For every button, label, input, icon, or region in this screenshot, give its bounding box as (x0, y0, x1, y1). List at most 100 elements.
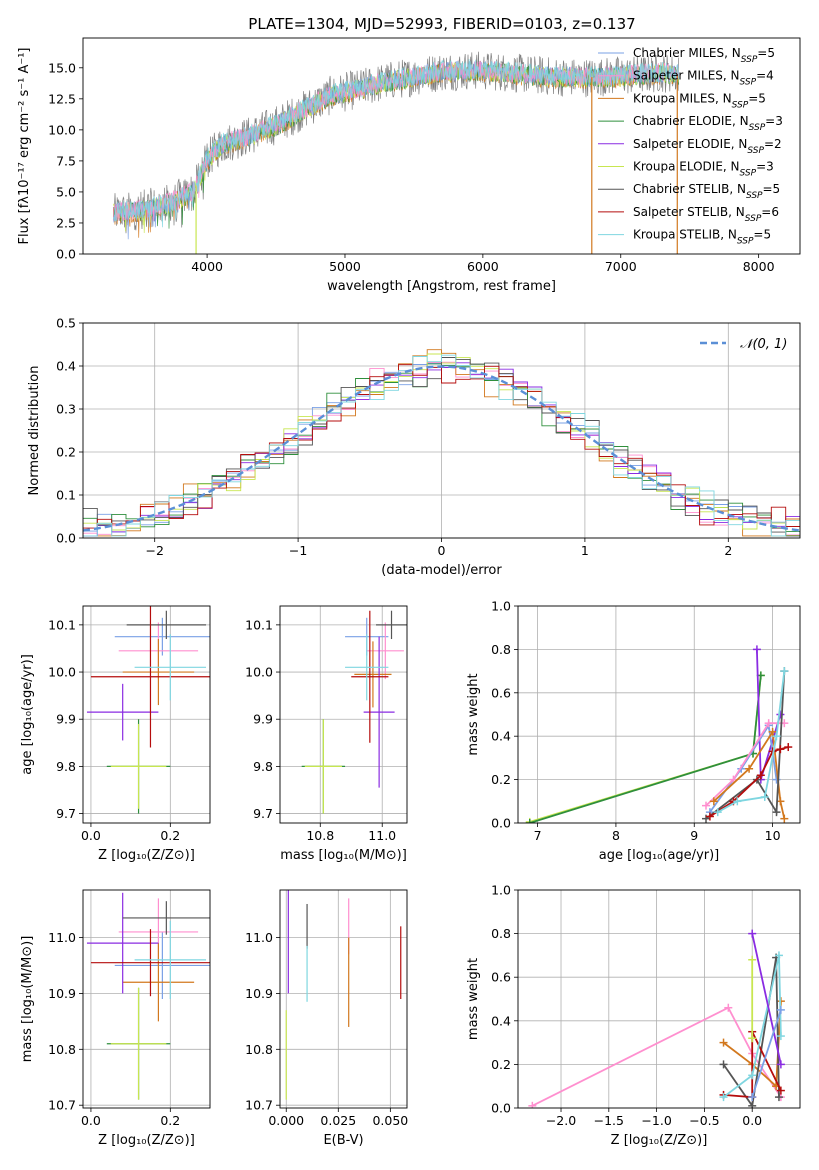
legend-label: Salpeter MILES, NSSP=4 (633, 69, 774, 88)
x-tick-label: 0.0 (81, 1113, 101, 1128)
y-tick-label: 9.9 (253, 712, 273, 727)
x-tick-label: 7000 (605, 259, 637, 274)
x-tick-label: 2 (724, 543, 732, 558)
model-spectrum-line (112, 60, 680, 226)
axes-frame (82, 605, 211, 824)
axes-frame (517, 605, 801, 824)
y-tick-label: 0.0 (491, 1101, 511, 1116)
x-tick-label: 0.0 (742, 1113, 762, 1128)
x-tick-label: −1.5 (594, 1113, 624, 1128)
legend-label: Chabrier STELIB, NSSP=5 (633, 182, 780, 201)
x-tick-label: 0.000 (268, 1113, 304, 1128)
x-tick-label: 11.0 (368, 828, 396, 843)
mass-weight-line (705, 671, 786, 820)
x-axis-label: E(B-V) (323, 1133, 363, 1148)
x-tick-label: 0 (438, 543, 446, 558)
y-tick-label: 9.8 (253, 759, 273, 774)
y-tick-label: 0.1 (56, 488, 76, 503)
x-tick-label: 0.2 (160, 1113, 180, 1128)
x-axis-label: wavelength [Angstrom, rest frame] (327, 279, 556, 294)
y-tick-label: 9.7 (56, 806, 76, 821)
y-tick-label: 10.9 (245, 986, 273, 1001)
mass-vs-extinction-panel: 0.000 0.025 0.050 10.7 10.8 10.9 11.0 E(B-V) (245, 889, 408, 1148)
model-spectrum-line (112, 59, 680, 228)
y-axis-label: age [log₁₀(age/yr)] (20, 654, 35, 775)
legend-label: 𝒩(0, 1) (740, 337, 787, 352)
mass-weight-line (529, 675, 762, 823)
y-tick-label: 0.5 (56, 316, 76, 331)
y-axis-label: mass weight (466, 673, 481, 755)
legend-label: Kroupa STELIB, NSSP=5 (633, 228, 771, 247)
model-spectrum-line (112, 63, 680, 238)
x-tick-label: 1 (581, 543, 589, 558)
y-axis-label: mass [log₁₀(M/M⊙)] (20, 936, 35, 1063)
y-tick-label: 0.2 (491, 772, 511, 787)
plot-area (525, 645, 793, 823)
x-tick-label: 0.025 (320, 1113, 356, 1128)
axes-frame (82, 37, 801, 255)
plot-area (86, 606, 210, 814)
x-axis-label: Z [log₁₀(Z/Z⊙)] (611, 1133, 708, 1148)
x-tick-label: 8000 (743, 259, 775, 274)
x-tick-label: 10.8 (306, 828, 334, 843)
plot-area (301, 610, 407, 814)
x-axis-label: (data-model)/error (381, 563, 502, 578)
y-tick-label: 10.0 (48, 665, 76, 680)
y-tick-label: 0.0 (56, 247, 76, 262)
x-tick-label: −1.0 (641, 1113, 671, 1128)
x-tick-label: 5000 (329, 259, 361, 274)
y-tick-label: 2.5 (56, 215, 76, 230)
y-tick-label: 11.0 (245, 930, 273, 945)
y-tick-label: 10.8 (245, 1042, 273, 1057)
y-tick-label: 0.8 (491, 642, 511, 657)
y-tick-label: 10.0 (245, 665, 273, 680)
legend-label: Kroupa ELODIE, NSSP=3 (633, 160, 774, 179)
x-tick-label: −2 (145, 543, 163, 558)
y-tick-label: 11.0 (48, 930, 76, 945)
y-tick-label: 0.6 (491, 685, 511, 700)
y-tick-label: 10.1 (48, 617, 76, 632)
mass-vs-metallicity-panel: 0.0 0.2 10.7 10.8 10.9 11.0 Z [log₁₀(Z/Z⊙)] mas… (20, 889, 211, 1148)
mass-weight-line (531, 1006, 782, 1107)
legend-label: Salpeter STELIB, NSSP=6 (633, 205, 779, 224)
legend-label: Kroupa MILES, NSSP=5 (633, 91, 766, 110)
y-tick-label: 7.5 (56, 153, 76, 168)
plot-area (112, 51, 680, 254)
figure-title: PLATE=1304, MJD=52993, FIBERID=0103, z=0… (248, 15, 635, 33)
y-tick-label: 0.6 (491, 970, 511, 985)
legend-label: Salpeter ELODIE, NSSP=2 (633, 137, 782, 156)
x-tick-label: −0.5 (689, 1113, 719, 1128)
spectrum-panel: 4000 5000 6000 7000 8000 0.0 2.5 5.0 7.5 10.0 12.5… (17, 37, 801, 294)
y-axis-label: Normed distribution (27, 366, 42, 496)
y-tick-label: 0.0 (56, 531, 76, 546)
y-tick-label: 0.8 (491, 926, 511, 941)
age-vs-metallicity-panel: 0.0 0.2 9.7 9.8 9.9 10.0 10.1 Z [log₁₀(Z/Z⊙)] ag… (20, 605, 211, 863)
mass-weight-vs-age-panel: 7 8 9 10 0.0 0.2 0.4 0.6 0.8 1.0 age [log₁₀(age/yr… (466, 599, 801, 863)
y-tick-label: 1.0 (491, 599, 511, 614)
y-axis-label: Flux [fλ10⁻¹⁷ erg cm⁻² s⁻¹ A⁻¹] (17, 48, 32, 245)
mass-weight-vs-metallicity-panel: −2.0 −1.5 −1.0 −0.5 0.0 0.0 0.2 0.4 0.6 0.8 1.0 Z [… (466, 883, 801, 1148)
x-tick-label: 8 (612, 828, 620, 843)
axes-frame (279, 889, 408, 1109)
plot-area (285, 890, 402, 1100)
y-tick-label: 10.9 (48, 986, 76, 1001)
x-tick-label: 7 (534, 828, 542, 843)
mass-weight-line (529, 675, 762, 823)
y-tick-label: 0.3 (56, 402, 76, 417)
x-axis-label: Z [log₁₀(Z/Z⊙)] (98, 848, 195, 863)
x-tick-label: 0.050 (372, 1113, 408, 1128)
mass-weight-line (751, 933, 782, 1065)
plot-area (86, 892, 210, 1100)
x-axis-label: mass [log₁₀(M/M⊙)] (280, 848, 407, 863)
residuals-panel: −2 −1 0 1 2 0.0 0.1 0.2 0.3 0.4 0.5 (data-model)/er… (27, 316, 801, 578)
x-tick-label: 0.0 (81, 828, 101, 843)
x-axis-label: Z [log₁₀(Z/Z⊙)] (98, 1133, 195, 1148)
x-axis-label: age [log₁₀(age/yr)] (599, 848, 720, 863)
y-tick-label: 10.1 (245, 617, 273, 632)
axes-frame (82, 889, 211, 1109)
y-tick-label: 10.7 (48, 1098, 76, 1113)
residual-histogram-step (83, 354, 800, 538)
y-tick-label: 10.0 (48, 122, 76, 137)
x-tick-label: −2.0 (546, 1113, 576, 1128)
